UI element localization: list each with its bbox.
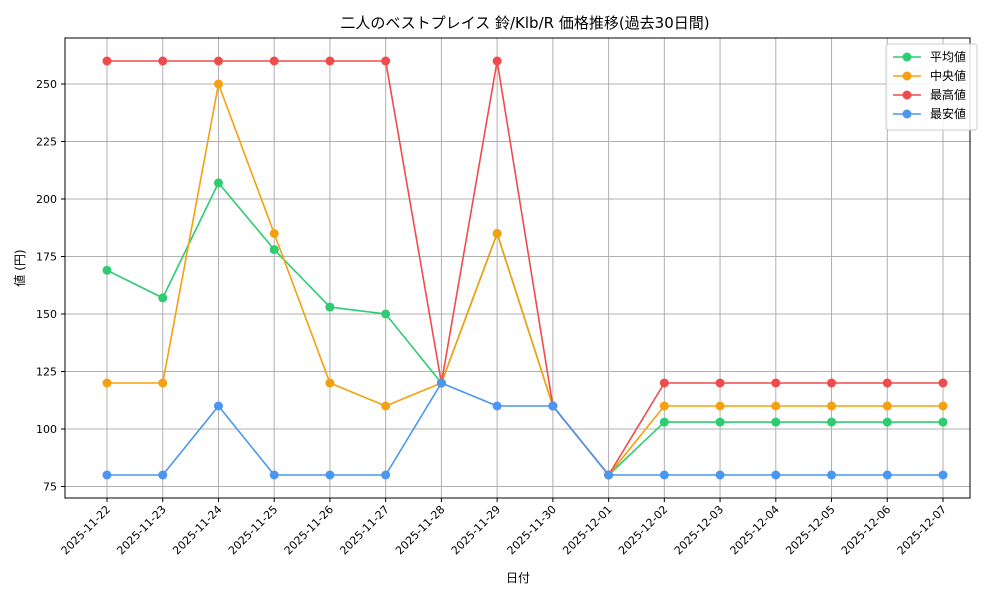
- data-point: [938, 417, 948, 427]
- data-point: [938, 401, 948, 411]
- x-axis-label: 日付: [506, 571, 530, 585]
- data-point: [882, 417, 892, 427]
- data-point: [492, 401, 502, 411]
- chart-title: 二人のベストプレイス 鈴/Klb/R 価格推移(過去30日間): [340, 14, 709, 32]
- series-line-1: [107, 83, 943, 476]
- y-tick-label: 100: [36, 423, 57, 436]
- y-tick-label: 150: [36, 308, 57, 321]
- data-point: [827, 378, 837, 388]
- y-axis-label: 値 (円): [12, 249, 27, 286]
- data-point: [715, 401, 725, 411]
- data-point: [325, 302, 335, 312]
- data-point: [213, 401, 223, 411]
- series-group: [102, 56, 948, 480]
- data-point: [436, 378, 446, 388]
- data-point: [213, 56, 223, 66]
- series-line-3: [107, 382, 943, 476]
- data-point: [827, 417, 837, 427]
- data-point: [492, 56, 502, 66]
- y-tick-label: 250: [36, 78, 57, 91]
- data-point: [325, 378, 335, 388]
- y-tick-label: 75: [43, 481, 57, 494]
- data-point: [381, 401, 391, 411]
- data-point: [771, 470, 781, 480]
- data-point: [158, 378, 168, 388]
- data-point: [325, 56, 335, 66]
- legend-swatch-marker: [902, 71, 912, 81]
- data-point: [102, 265, 112, 275]
- series-line-2: [107, 60, 943, 476]
- data-point: [715, 378, 725, 388]
- data-point: [102, 470, 112, 480]
- y-tick-label: 225: [36, 136, 57, 149]
- data-point: [158, 56, 168, 66]
- data-point: [938, 378, 948, 388]
- data-point: [715, 417, 725, 427]
- legend-box: [885, 43, 978, 131]
- plot-area-frame: [64, 37, 971, 499]
- legend-swatch-marker: [902, 90, 912, 100]
- data-point: [381, 309, 391, 319]
- data-point: [827, 470, 837, 480]
- y-tick-label: 125: [36, 366, 57, 379]
- data-point: [882, 470, 892, 480]
- data-point: [269, 229, 279, 238]
- data-point: [213, 178, 223, 188]
- legend-label: 最高値: [930, 87, 966, 102]
- data-point: [604, 470, 614, 480]
- data-point: [771, 401, 781, 411]
- data-point: [659, 401, 669, 411]
- data-point: [158, 293, 168, 303]
- data-point: [659, 378, 669, 388]
- data-point: [102, 378, 112, 388]
- data-point: [381, 470, 391, 480]
- data-point: [659, 470, 669, 480]
- legend-label: 最安値: [930, 106, 966, 121]
- data-point: [269, 245, 279, 255]
- data-point: [715, 470, 725, 480]
- data-point: [492, 229, 502, 238]
- data-point: [213, 79, 223, 89]
- data-point: [771, 378, 781, 388]
- data-point: [827, 401, 837, 411]
- y-tick-label: 175: [36, 251, 57, 264]
- data-point: [269, 470, 279, 480]
- legend-label: 平均値: [930, 49, 966, 64]
- data-point: [381, 56, 391, 66]
- data-point: [771, 417, 781, 427]
- y-tick-label: 200: [36, 193, 57, 206]
- legend-swatch-marker: [902, 52, 912, 62]
- y-axis-ticks: 75 100 125 150 175 200 225 250: [36, 78, 65, 494]
- data-point: [659, 417, 669, 427]
- data-point: [269, 56, 279, 66]
- data-point: [158, 470, 168, 480]
- data-point: [325, 470, 335, 480]
- data-point: [938, 470, 948, 480]
- data-point: [882, 378, 892, 388]
- legend-swatch-marker: [902, 109, 912, 119]
- data-point: [548, 401, 558, 411]
- legend-label: 中央値: [930, 68, 966, 83]
- data-point: [102, 56, 112, 66]
- data-point: [882, 401, 892, 411]
